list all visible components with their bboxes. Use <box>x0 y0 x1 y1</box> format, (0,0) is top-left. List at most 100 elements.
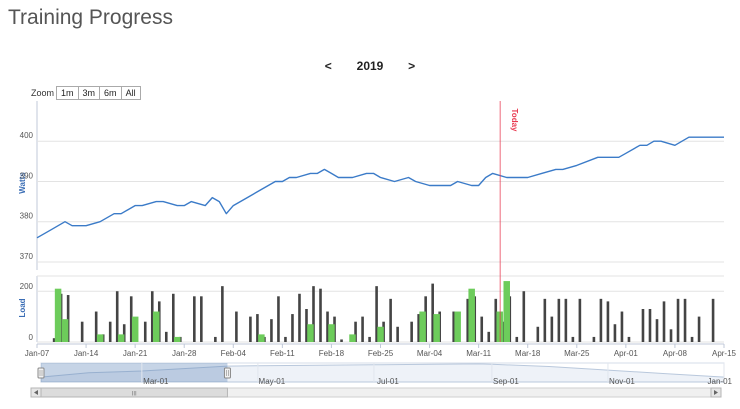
load-bar-dark <box>221 286 224 342</box>
date-tick-label: Apr-08 <box>663 349 688 358</box>
load-tick-label: 0 <box>29 333 34 342</box>
load-bar-dark <box>697 316 701 342</box>
load-bar-dark <box>599 298 603 342</box>
load-bar-dark <box>536 326 540 342</box>
date-tick-label: Feb-04 <box>221 349 247 358</box>
page-title: Training Progress <box>8 6 173 29</box>
watts-tick-label: 390 <box>20 171 34 180</box>
date-tick-label: Mar-04 <box>417 349 443 358</box>
date-tick-label: Feb-25 <box>368 349 394 358</box>
date-tick-label: Jan-07 <box>25 349 50 358</box>
load-bar-dark <box>143 321 147 342</box>
navigator-area <box>40 363 725 383</box>
load-bar-dark <box>571 336 575 342</box>
load-bar-dark <box>214 336 217 342</box>
watts-panel: Watts 370 380 390 400 <box>18 101 724 270</box>
load-bar-dark <box>557 298 561 342</box>
load-bar-dark <box>171 293 175 342</box>
watts-tick-label: 370 <box>20 252 34 261</box>
next-year-button[interactable]: > <box>408 59 416 73</box>
load-bar-dark <box>410 321 413 342</box>
load-bar-dark <box>494 298 498 342</box>
scroll-right-arrow-icon <box>714 390 718 395</box>
date-tick-label: Feb-18 <box>319 349 345 358</box>
load-bar-green <box>96 334 104 342</box>
load-tick-label: 200 <box>20 282 34 291</box>
load-bar-dark <box>326 311 329 342</box>
watts-series-line <box>36 136 724 239</box>
load-panel: Load 0 200 <box>18 275 724 343</box>
load-bar-green <box>54 288 62 342</box>
load-bar-dark <box>164 331 168 342</box>
watts-axis-label: Watts <box>18 172 27 194</box>
load-bar-dark <box>466 298 470 342</box>
load-bar-dark <box>627 336 631 342</box>
load-bar-dark <box>193 296 196 342</box>
navigator-left-handle[interactable] <box>37 367 45 379</box>
load-bar-dark <box>417 314 420 342</box>
date-tick-label: Mar-18 <box>515 349 541 358</box>
load-bar-dark <box>620 311 624 342</box>
watts-tick-label: 400 <box>20 131 34 140</box>
load-bar-dark <box>52 338 56 342</box>
load-bar-dark <box>669 329 673 342</box>
load-bar-dark <box>108 321 112 342</box>
load-bar-dark <box>592 336 596 342</box>
zoom-all-button[interactable]: All <box>120 86 141 100</box>
load-bar-dark <box>648 309 652 342</box>
load-bar-dark <box>312 286 315 342</box>
date-tick-label: Jan-21 <box>123 349 148 358</box>
load-bar-dark <box>515 336 519 342</box>
navigator-right-handle[interactable] <box>223 367 231 379</box>
load-bar-green <box>152 311 160 342</box>
date-tick-label: Apr-01 <box>614 349 639 358</box>
load-bar-green <box>61 319 69 342</box>
load-bar-green <box>349 334 356 342</box>
date-tick-label: Jan-14 <box>74 349 99 358</box>
load-bar-green <box>174 336 181 342</box>
year-navigation: < 2019 > <box>0 59 740 73</box>
navigator-tick-label: Nov-01 <box>609 377 635 386</box>
load-bar-dark <box>431 283 434 342</box>
load-bar-dark <box>319 288 322 342</box>
zoom-label: Zoom <box>31 88 55 98</box>
load-bar-dark <box>543 298 547 342</box>
load-bar-dark <box>480 316 484 342</box>
navigator-selection <box>41 363 228 382</box>
load-bar-dark <box>200 296 203 342</box>
date-tick-label: Feb-11 <box>270 349 295 358</box>
zoom-6m-button[interactable]: 6m <box>99 86 122 100</box>
zoom-selector: Zoom 1m 3m 6m All <box>31 86 141 100</box>
load-bar-dark <box>284 336 287 342</box>
today-marker: Today <box>499 101 519 342</box>
load-bar-dark <box>613 324 617 342</box>
date-axis: Jan-07 Jan-14 Jan-21 Jan-28 Feb-04 Feb-11 Feb-… <box>25 343 737 358</box>
load-bar-green <box>468 288 475 342</box>
scrollbar-grip-icon: III <box>132 392 137 398</box>
load-bar-green <box>377 326 384 342</box>
load-bar-dark <box>129 296 133 342</box>
load-bar-dark <box>375 286 378 342</box>
load-bar-dark <box>676 298 680 342</box>
navigator-tick-label: May-01 <box>259 377 286 386</box>
load-bar-dark <box>249 316 252 342</box>
navigator-tick-label: Jan-01 <box>708 377 733 386</box>
load-bar-dark <box>550 316 554 342</box>
load-bar-green <box>328 324 335 342</box>
load-bar-dark <box>368 336 371 342</box>
load-bar-green <box>454 311 461 342</box>
load-bar-green <box>131 316 139 342</box>
load-bar-green <box>503 281 510 342</box>
load-bar-dark <box>354 321 357 342</box>
today-label: Today <box>510 109 519 133</box>
load-bar-dark <box>298 293 301 342</box>
load-bar-dark <box>291 314 294 342</box>
range-navigator: Mar-01 May-01 Jul-01 Sep-01 Nov-01 Jan-01 III <box>30 362 733 398</box>
load-bar-dark <box>80 321 84 342</box>
year-label: 2019 <box>356 59 384 73</box>
date-tick-label: Jan-28 <box>172 349 197 358</box>
previous-year-button[interactable]: < <box>324 59 332 73</box>
load-bar-dark <box>487 331 491 342</box>
load-axis-label: Load <box>18 298 27 317</box>
